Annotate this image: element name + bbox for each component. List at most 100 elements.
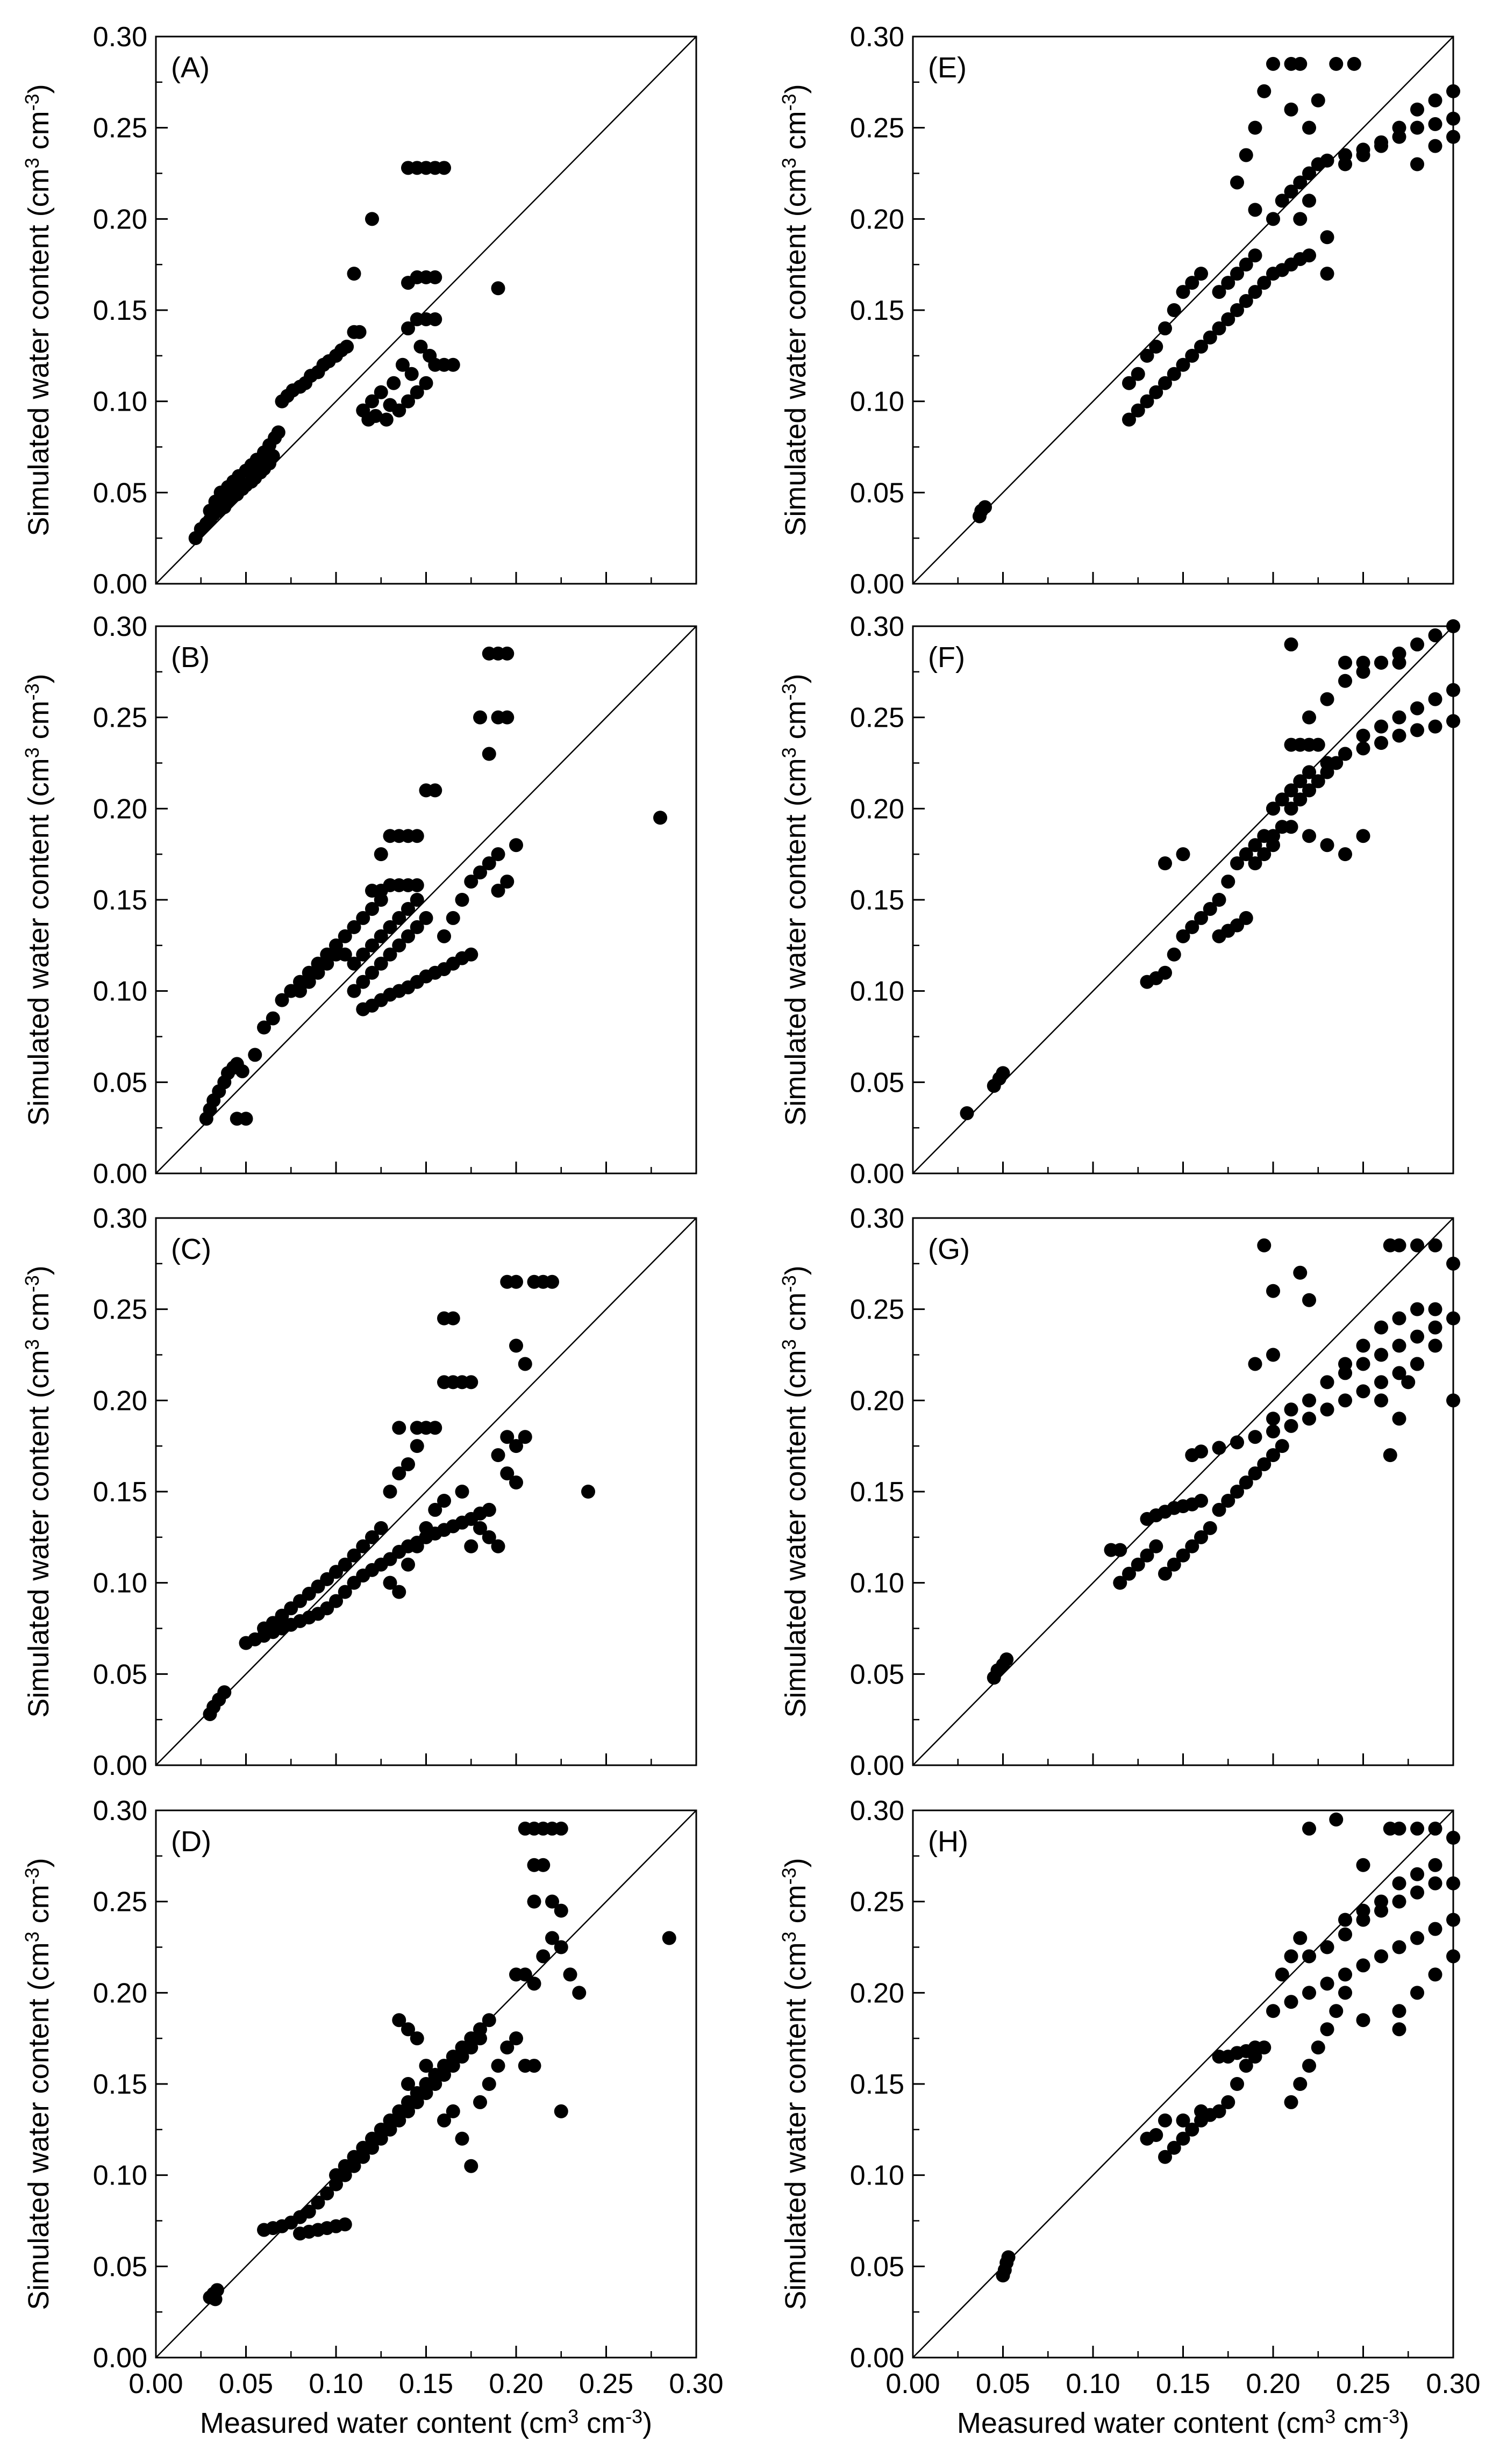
data-point — [1194, 1444, 1208, 1459]
data-point — [500, 646, 515, 661]
data-point — [1293, 792, 1308, 807]
y-tick-label: 0.25 — [93, 703, 147, 734]
data-point — [428, 270, 442, 284]
data-point — [320, 2186, 334, 2201]
x-tick-label: 0.15 — [1156, 2368, 1210, 2399]
y-axis-label-part-4: ) — [23, 84, 55, 94]
y-tick-label: 0.20 — [93, 1385, 147, 1416]
data-point — [509, 1475, 523, 1490]
data-point — [1275, 194, 1289, 208]
data-point — [410, 1539, 424, 1553]
data-point — [1338, 1986, 1352, 2000]
y-tick-label: 0.20 — [93, 1978, 147, 2009]
data-point — [356, 947, 370, 962]
y-tick-label: 0.00 — [93, 2343, 147, 2374]
data-point — [1293, 774, 1308, 789]
y-axis-label-part-0: Simulated water content (cm — [780, 1350, 812, 1717]
data-point — [1356, 1858, 1370, 1872]
data-point — [473, 2095, 487, 2109]
y-axis-label-part-3: -3 — [21, 1275, 43, 1292]
data-point — [1374, 1949, 1388, 1964]
panel-e: 0.00 0.05 0.10 0.15 0.20 0.25 0.30 (E) Simulated… — [778, 22, 1460, 600]
data-point — [1320, 2022, 1334, 2037]
data-point — [1428, 1922, 1442, 1936]
data-point — [1239, 148, 1253, 162]
data-point — [1428, 139, 1442, 153]
data-point — [491, 884, 505, 898]
data-point — [1158, 321, 1172, 335]
x-axis-label-part-3: -3 — [625, 2405, 642, 2427]
data-point — [1239, 911, 1253, 925]
y-axis-label: Simulated water content (cm3 cm-3) — [778, 1265, 812, 1717]
data-point — [563, 1967, 577, 1982]
data-point — [1230, 1485, 1244, 1499]
data-point — [1194, 267, 1208, 281]
x-tick-label: 0.20 — [1246, 2368, 1300, 2399]
data-point — [1338, 1967, 1352, 1982]
data-point — [392, 1421, 406, 1435]
data-point — [1392, 1940, 1406, 1954]
data-point — [383, 1485, 397, 1499]
data-point — [1275, 1967, 1289, 1982]
x-axis-label-part-4: ) — [642, 2407, 652, 2439]
data-points — [188, 161, 505, 546]
y-tick-label: 0.25 — [850, 1294, 904, 1326]
data-point — [1392, 655, 1406, 670]
data-point — [1302, 765, 1316, 779]
y-tick-label: 0.00 — [850, 1158, 904, 1190]
data-point — [446, 2050, 460, 2064]
data-point — [482, 1530, 496, 1544]
data-point — [338, 2217, 352, 2232]
data-point — [1221, 1493, 1235, 1508]
y-tick-label: 0.10 — [93, 1568, 147, 1599]
data-points — [960, 619, 1460, 1121]
data-point — [347, 984, 361, 998]
data-point — [1338, 655, 1352, 670]
x-tick-label: 0.00 — [128, 2368, 183, 2399]
y-tick-label: 0.10 — [850, 1568, 904, 1599]
x-tick-label: 0.20 — [489, 2368, 543, 2399]
data-point — [446, 1311, 460, 1326]
data-point — [401, 321, 415, 335]
data-point — [1176, 357, 1190, 372]
data-point — [1257, 847, 1272, 862]
data-point — [428, 1421, 442, 1435]
x-tick-label: 0.30 — [1426, 2368, 1480, 2399]
y-tick-label: 0.25 — [93, 1294, 147, 1326]
y-tick-label: 0.05 — [93, 477, 147, 508]
x-axis-label: Measured water content (cm3 cm-3) — [957, 2405, 1409, 2439]
x-tick-label: 0.10 — [309, 2368, 363, 2399]
data-point — [1392, 2004, 1406, 2018]
y-axis-label-part-4: ) — [780, 1265, 812, 1275]
data-point — [536, 1858, 551, 1872]
one-to-one-line — [912, 1810, 1454, 2358]
data-point — [500, 1466, 515, 1481]
y-tick-label: 0.15 — [850, 1477, 904, 1508]
panel-label: (H) — [928, 1825, 968, 1858]
data-point — [347, 920, 361, 934]
data-point — [311, 2195, 325, 2210]
data-point — [1194, 339, 1208, 354]
data-point — [392, 1466, 406, 1481]
data-point — [1122, 1566, 1136, 1581]
data-point — [1356, 1958, 1370, 1973]
data-point — [1383, 1448, 1397, 1463]
data-point — [482, 856, 496, 871]
data-point — [392, 911, 406, 925]
data-point — [208, 2292, 223, 2307]
y-tick-label: 0.30 — [93, 1203, 147, 1234]
y-axis-label-part-0: Simulated water content (cm — [780, 758, 812, 1126]
data-point — [1158, 2113, 1172, 2128]
data-point — [1266, 1412, 1280, 1426]
data-point — [1446, 1913, 1460, 1927]
data-point — [410, 2086, 424, 2100]
data-point — [410, 829, 424, 843]
data-point — [1392, 2022, 1406, 2037]
data-point — [1320, 1375, 1334, 1389]
data-point — [1320, 838, 1334, 853]
data-point — [482, 747, 496, 761]
data-point — [554, 1903, 568, 1918]
data-point — [455, 2040, 469, 2055]
data-point — [1392, 120, 1406, 135]
y-tick-label: 0.10 — [93, 976, 147, 1007]
